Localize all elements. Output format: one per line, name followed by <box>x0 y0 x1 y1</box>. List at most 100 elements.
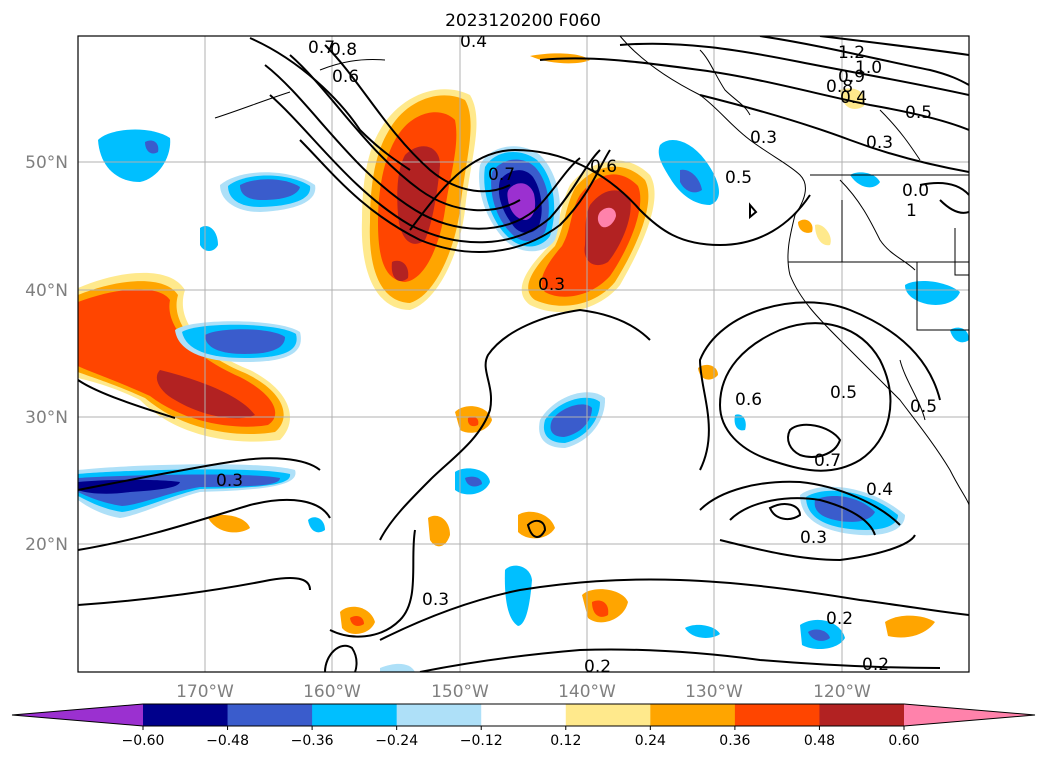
colorbar-segment <box>650 704 736 726</box>
colorbar-segment <box>734 704 820 726</box>
pos-patch-12 <box>815 224 831 246</box>
neg-patch-3 <box>200 225 218 251</box>
neg-patch-1-inner <box>145 140 159 154</box>
pos-patch-2 <box>428 515 450 547</box>
contour-label: 0.3 <box>866 133 893 153</box>
contour-label: 0.7 <box>814 451 841 471</box>
neg-patch-8 <box>504 565 532 626</box>
colorbar-tick-label: 0.36 <box>719 733 750 749</box>
neg-patch-13 <box>905 280 960 305</box>
pos-patch-1-inner <box>467 416 479 427</box>
neg-patch-10-inner <box>680 169 702 193</box>
contour-label: 0.7 <box>308 38 335 58</box>
neg-patch-5-core <box>78 479 180 494</box>
neg-patch-11-inner <box>808 629 830 641</box>
pos-region-east-core <box>584 190 631 266</box>
contour-label: 0.3 <box>216 471 243 491</box>
neg-patch-18 <box>734 414 746 431</box>
contour-label: 1.0 <box>855 58 882 78</box>
contour-label: 0.5 <box>910 397 937 417</box>
colorbar-tick-label: 0.24 <box>635 733 666 749</box>
lat-label: 30°N <box>25 408 68 428</box>
colorbar-tick-label: −0.12 <box>460 733 503 749</box>
contour-label: 0.5 <box>830 383 857 403</box>
lon-label: 150°W <box>431 682 489 702</box>
colorbar-tick-label: −0.60 <box>122 733 165 749</box>
filled-contours <box>78 53 969 672</box>
neg-patch-7-inner <box>465 476 482 487</box>
contour-label: 0.4 <box>866 480 893 500</box>
map-frame <box>77 35 970 673</box>
lon-label: 140°W <box>558 682 616 702</box>
colorbar-segment <box>396 704 482 726</box>
pos-region-east-max <box>597 207 616 228</box>
contour-label: 0.9 <box>838 67 865 87</box>
contour-label: 0.0 <box>902 181 929 201</box>
contour-label: 1.2 <box>838 43 865 63</box>
pos-patch-11 <box>798 219 813 233</box>
lat-label: 50°N <box>25 153 68 173</box>
colorbar-tick-label: 0.48 <box>804 733 835 749</box>
contour-label: 0.6 <box>590 157 617 177</box>
neg-region-north-max <box>507 183 536 220</box>
colorbar-ticks: −0.60 −0.48 −0.36 −0.24 −0.12 0.12 0.24 0.36 0.4… <box>122 726 920 749</box>
line-contours <box>78 36 969 672</box>
pos-patch-10 <box>840 88 865 109</box>
map-area: 1.2 1.0 0.9 0.8 0.4 0.5 0.3 0.7 0.6 0.8 … <box>78 32 969 675</box>
lon-label: 130°W <box>685 682 743 702</box>
contour-label: 0.6 <box>735 390 762 410</box>
contour-label: 0.5 <box>905 103 932 123</box>
neg-patch-12 <box>685 624 720 638</box>
figure-title: 2023120200 F060 <box>445 11 601 31</box>
lat-labels: 50°N 40°N 30°N 20°N <box>25 153 68 555</box>
pos-patch-7 <box>208 515 250 533</box>
colorbar-segment <box>481 704 567 726</box>
coastlines <box>214 36 969 506</box>
colorbar-segment <box>312 704 398 726</box>
neg-patch-4-inner <box>205 329 285 354</box>
pos-patch-6 <box>698 364 718 380</box>
colorbar-segment <box>819 704 905 726</box>
colorbar-tick-label: −0.48 <box>206 733 249 749</box>
contour-label: 0.7 <box>488 165 515 185</box>
neg-patch-17 <box>380 663 415 672</box>
pos-region-west-inner <box>78 289 276 427</box>
contour-label: 0.8 <box>826 77 853 97</box>
pos-patch-8 <box>885 615 935 638</box>
contour-label: 0.2 <box>862 655 889 675</box>
contour-label: 0.3 <box>422 590 449 610</box>
graticule <box>78 36 969 672</box>
contour-label: 0.8 <box>330 40 357 60</box>
pos-region-north-tip <box>391 260 409 282</box>
pos-region-west-core <box>156 370 255 419</box>
contour-label: 0.2 <box>826 609 853 629</box>
colorbar-tick-label: −0.24 <box>375 733 418 749</box>
colorbar-tick-label: 0.60 <box>888 733 919 749</box>
colorbar-segment <box>565 704 651 726</box>
neg-patch-16 <box>308 517 325 533</box>
contour-label: 0.6 <box>332 67 359 87</box>
contour-label: 0.4 <box>460 32 487 52</box>
contour-label: 0.5 <box>725 168 752 188</box>
pos-patch-5-inner <box>592 600 609 617</box>
pos-patch-3 <box>518 511 555 539</box>
colorbar-extend-max <box>904 704 1035 726</box>
contour-label: 0.3 <box>800 528 827 548</box>
lat-label: 20°N <box>25 535 68 555</box>
neg-patch-2-inner <box>240 179 300 200</box>
contour-labels: 1.2 1.0 0.9 0.8 0.4 0.5 0.3 0.7 0.6 0.8 … <box>216 32 937 675</box>
colorbar <box>11 703 1036 727</box>
contour-label: 1 <box>906 201 917 221</box>
neg-patch-1 <box>98 129 171 182</box>
colorbar-tick-label: 0.12 <box>550 733 581 749</box>
contour-label: 0.3 <box>750 128 777 148</box>
neg-patch-14 <box>850 172 880 188</box>
colorbar-tick-label: −0.36 <box>291 733 334 749</box>
lat-label: 40°N <box>25 281 68 301</box>
colorbar-segment <box>143 704 229 726</box>
lon-label: 120°W <box>813 682 871 702</box>
neg-patch-15 <box>950 327 969 343</box>
lon-label: 160°W <box>303 682 361 702</box>
pos-patch-4-inner <box>350 616 364 626</box>
